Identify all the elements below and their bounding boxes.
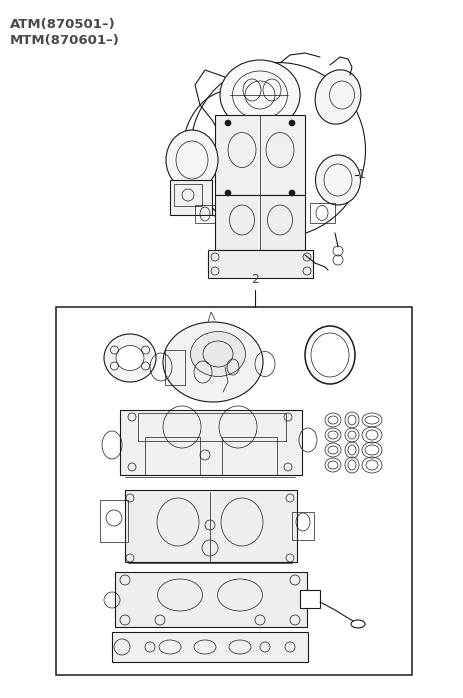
Bar	[165, 350, 185, 385]
Bar	[125, 490, 296, 562]
Ellipse shape	[166, 130, 218, 190]
Bar	[207, 250, 313, 278]
Ellipse shape	[219, 60, 300, 130]
Text: 1: 1	[357, 168, 365, 181]
Text: ATM(870501–): ATM(870501–)	[10, 18, 115, 31]
Ellipse shape	[350, 620, 364, 628]
Bar	[115, 572, 307, 627]
Ellipse shape	[104, 334, 156, 382]
Bar	[138, 413, 285, 441]
Ellipse shape	[314, 70, 360, 124]
Bar	[214, 195, 304, 250]
Bar	[214, 115, 304, 195]
Text: MTM(870601–): MTM(870601–)	[10, 34, 119, 47]
Bar	[144, 437, 200, 475]
Ellipse shape	[163, 322, 263, 402]
Ellipse shape	[315, 155, 360, 205]
Bar	[112, 632, 307, 662]
Circle shape	[225, 120, 231, 126]
Bar	[174, 184, 201, 206]
Ellipse shape	[190, 332, 245, 376]
Bar	[194, 205, 214, 223]
Bar	[100, 500, 128, 542]
Bar	[120, 410, 301, 475]
Bar	[309, 203, 334, 223]
Bar	[169, 180, 212, 215]
Text: 2: 2	[250, 273, 258, 286]
Bar	[56, 307, 411, 675]
Bar	[221, 437, 276, 475]
Ellipse shape	[116, 346, 144, 371]
Bar	[300, 590, 319, 608]
Bar	[291, 512, 313, 540]
Circle shape	[225, 190, 231, 196]
Circle shape	[288, 120, 294, 126]
Circle shape	[288, 190, 294, 196]
